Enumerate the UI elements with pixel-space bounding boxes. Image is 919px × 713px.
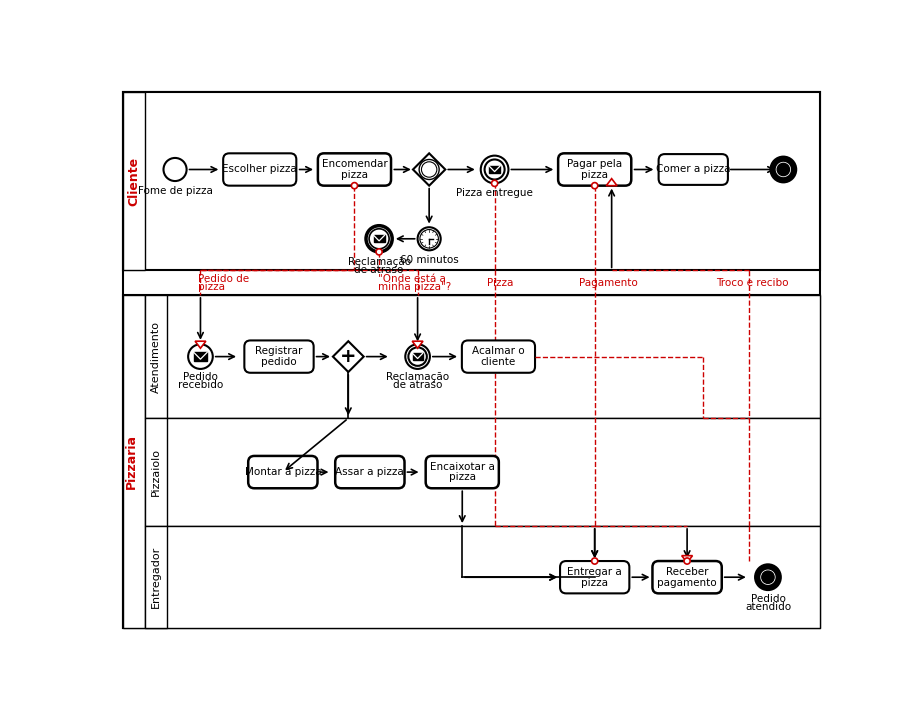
- Bar: [194, 352, 207, 361]
- Circle shape: [164, 158, 187, 181]
- Bar: [123, 295, 819, 628]
- FancyBboxPatch shape: [652, 561, 721, 593]
- Circle shape: [756, 566, 777, 588]
- Text: Escolher pizza: Escolher pizza: [222, 165, 297, 175]
- Text: Entregar a: Entregar a: [567, 567, 621, 577]
- Circle shape: [772, 159, 793, 180]
- Text: Cliente: Cliente: [128, 156, 141, 205]
- Text: Pedido: Pedido: [750, 594, 785, 604]
- Bar: [373, 235, 384, 242]
- Text: Registrar: Registrar: [255, 347, 302, 356]
- Polygon shape: [412, 342, 423, 348]
- Circle shape: [187, 344, 212, 369]
- Text: atendido: atendido: [744, 602, 790, 612]
- FancyBboxPatch shape: [318, 153, 391, 185]
- Text: Entregador: Entregador: [151, 546, 161, 608]
- Text: Pagamento: Pagamento: [579, 277, 638, 287]
- Text: de atraso: de atraso: [392, 380, 442, 390]
- Text: pagamento: pagamento: [656, 578, 716, 588]
- Text: Reclamação: Reclamação: [386, 371, 448, 381]
- Circle shape: [366, 226, 391, 252]
- Circle shape: [417, 227, 440, 250]
- Text: +: +: [340, 347, 357, 366]
- Text: Assar a pizza: Assar a pizza: [335, 467, 403, 477]
- Text: pizza: pizza: [341, 170, 368, 180]
- Text: minha pizza"?: minha pizza"?: [377, 282, 450, 292]
- Text: pizza: pizza: [448, 473, 475, 483]
- Circle shape: [491, 180, 497, 186]
- Bar: [145, 295, 166, 419]
- Text: pizza: pizza: [198, 282, 225, 292]
- Text: Pedido de: Pedido de: [198, 274, 249, 284]
- Text: Pagar pela: Pagar pela: [566, 159, 621, 169]
- Circle shape: [408, 347, 426, 366]
- Text: Troco e recibo: Troco e recibo: [716, 277, 788, 287]
- Text: Fome de pizza: Fome de pizza: [138, 186, 212, 196]
- Polygon shape: [195, 342, 206, 348]
- FancyBboxPatch shape: [560, 561, 629, 593]
- Circle shape: [351, 183, 357, 189]
- Circle shape: [777, 163, 789, 175]
- Circle shape: [684, 558, 689, 564]
- Polygon shape: [606, 179, 617, 185]
- Circle shape: [421, 162, 437, 178]
- FancyBboxPatch shape: [425, 456, 498, 488]
- Text: de atraso: de atraso: [354, 265, 403, 275]
- Bar: [145, 419, 166, 526]
- Text: pizza: pizza: [581, 170, 607, 180]
- Text: Encaixotar a: Encaixotar a: [429, 462, 494, 472]
- Polygon shape: [681, 555, 692, 563]
- Bar: [145, 526, 819, 628]
- FancyBboxPatch shape: [558, 153, 630, 185]
- Text: Encomendar: Encomendar: [322, 159, 387, 169]
- Polygon shape: [333, 342, 363, 372]
- Bar: [145, 295, 819, 419]
- Text: Atendimento: Atendimento: [151, 321, 161, 393]
- FancyBboxPatch shape: [248, 456, 317, 488]
- Bar: [145, 419, 819, 526]
- Text: Pizzaria: Pizzaria: [124, 434, 138, 489]
- FancyBboxPatch shape: [335, 456, 404, 488]
- Text: Reclamação: Reclamação: [347, 257, 410, 267]
- FancyBboxPatch shape: [244, 340, 313, 373]
- Text: Pizza entregue: Pizza entregue: [456, 188, 532, 198]
- Text: "Onde está a: "Onde está a: [377, 274, 445, 284]
- Text: Montar a pizza: Montar a pizza: [244, 467, 321, 477]
- Text: Acalmar o: Acalmar o: [471, 347, 524, 356]
- Bar: [123, 295, 145, 628]
- Text: cliente: cliente: [481, 357, 516, 367]
- Circle shape: [419, 160, 438, 180]
- Circle shape: [481, 155, 508, 183]
- Bar: [145, 526, 166, 628]
- Bar: [489, 166, 500, 173]
- Text: Pedido: Pedido: [183, 371, 218, 381]
- Bar: [123, 92, 819, 270]
- Circle shape: [369, 229, 389, 249]
- FancyBboxPatch shape: [461, 340, 535, 373]
- Circle shape: [591, 183, 597, 189]
- Text: Comer a pizza: Comer a pizza: [655, 165, 730, 175]
- Circle shape: [761, 571, 773, 583]
- Circle shape: [405, 344, 429, 369]
- FancyBboxPatch shape: [658, 154, 727, 185]
- Text: pedido: pedido: [261, 357, 297, 367]
- Circle shape: [419, 230, 438, 248]
- Text: Receber: Receber: [665, 567, 708, 577]
- FancyBboxPatch shape: [223, 153, 296, 185]
- Circle shape: [591, 558, 597, 564]
- Text: 60 minutos: 60 minutos: [400, 255, 458, 265]
- Circle shape: [376, 249, 381, 255]
- Polygon shape: [413, 153, 445, 185]
- Text: Pizza: Pizza: [486, 277, 513, 287]
- Bar: [412, 354, 422, 360]
- Text: Pizzaiolo: Pizzaiolo: [151, 448, 161, 496]
- Circle shape: [484, 160, 504, 180]
- Bar: [123, 92, 145, 270]
- Text: recebido: recebido: [177, 380, 222, 390]
- Text: pizza: pizza: [581, 578, 607, 588]
